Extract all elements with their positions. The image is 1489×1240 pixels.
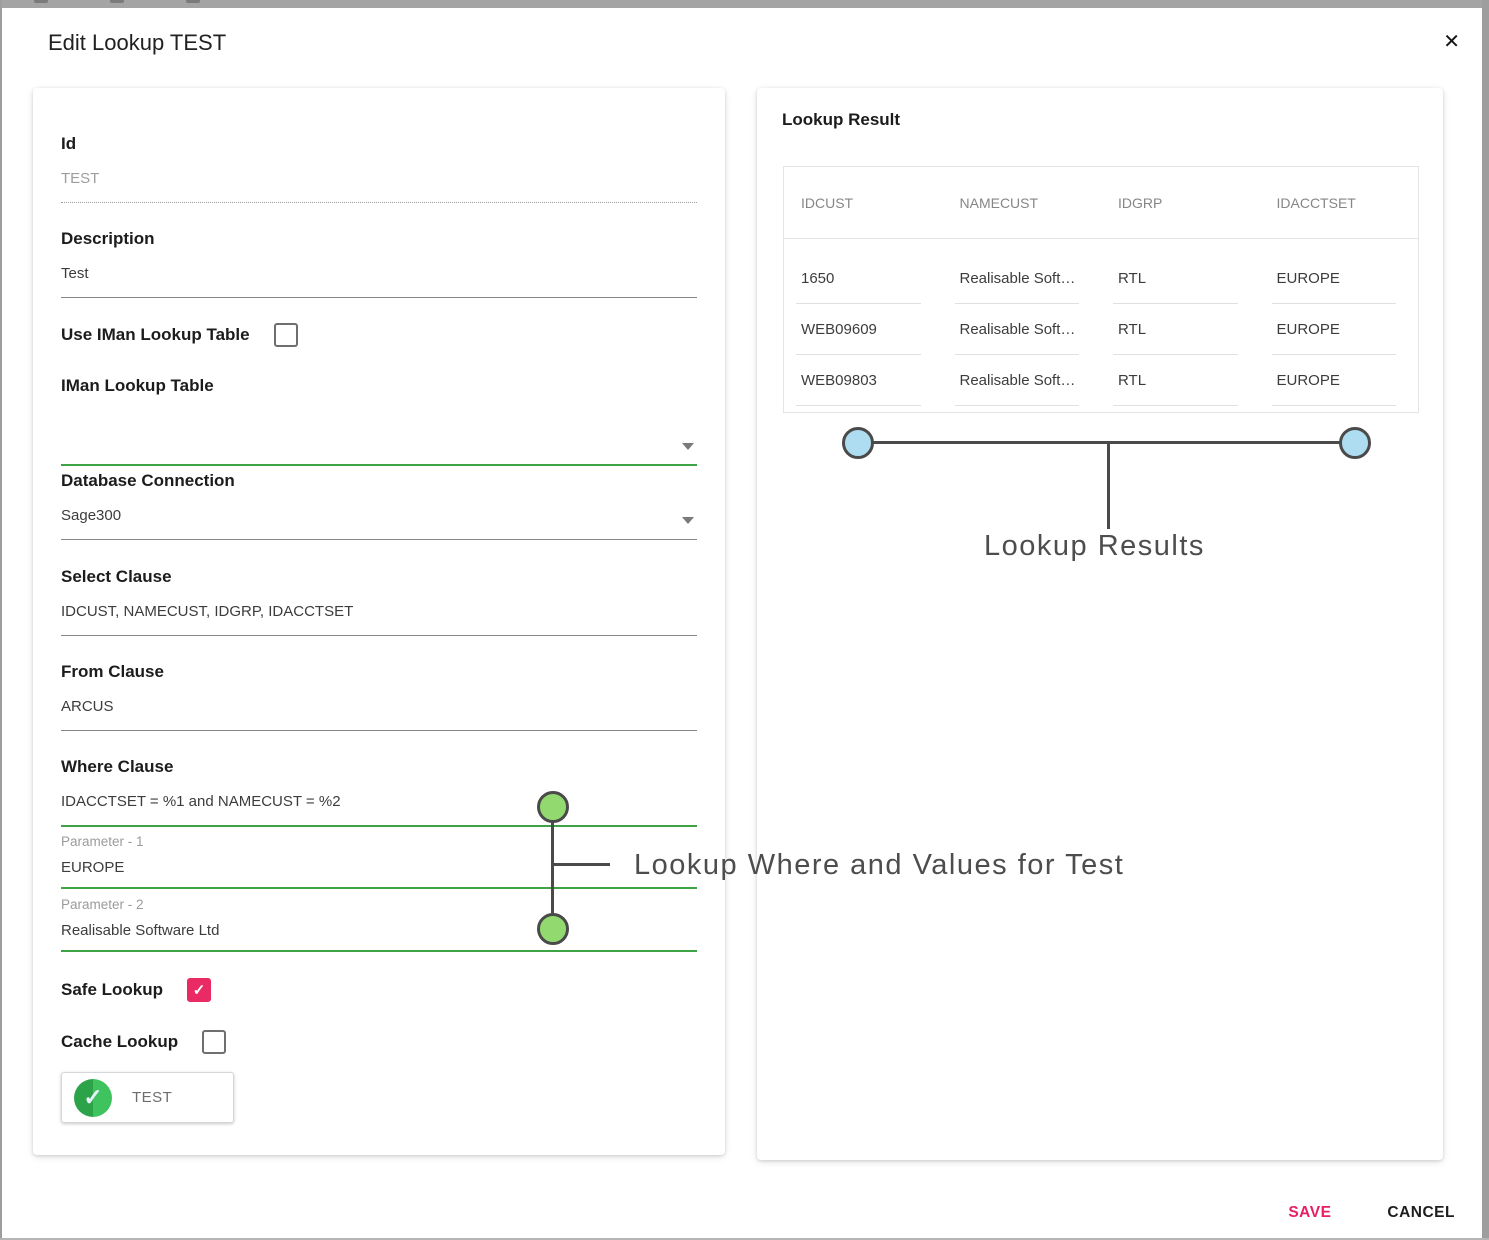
annotation-where-hline bbox=[553, 863, 610, 866]
table-row[interactable]: 1650 Realisable Soft… RTL EUROPE bbox=[784, 253, 1418, 304]
background-delete-label: Delete bbox=[207, 0, 252, 4]
cell-idcust: WEB09803 bbox=[784, 355, 943, 406]
iman-lookup-table-select[interactable] bbox=[61, 431, 697, 466]
cell-idcust: 1650 bbox=[784, 253, 943, 304]
dialog-footer: SAVE CANCEL bbox=[1282, 1203, 1461, 1223]
annotation-where-vline bbox=[551, 807, 554, 929]
cell-idgrp: RTL bbox=[1101, 304, 1260, 355]
page-edge-left bbox=[0, 0, 2, 1240]
background-delete-button: Delete bbox=[185, 0, 252, 4]
id-label: Id bbox=[61, 134, 77, 153]
test-button[interactable]: ✓ TEST bbox=[61, 1072, 234, 1123]
select-clause-label: Select Clause bbox=[61, 567, 172, 586]
field-iman-lookup-table: IMan Lookup Table bbox=[61, 375, 697, 466]
annotation-dot-blue-left bbox=[842, 427, 874, 459]
cell-idgrp: RTL bbox=[1101, 253, 1260, 304]
from-clause-label: From Clause bbox=[61, 662, 164, 681]
field-database-connection: Database Connection Sage300 bbox=[61, 470, 697, 540]
cell-idcust: WEB09609 bbox=[784, 304, 943, 355]
field-select-clause: Select Clause IDCUST, NAMECUST, IDGRP, I… bbox=[61, 566, 697, 636]
lookup-result-table: IDCUST NAMECUST IDGRP IDACCTSET 1650 Rea… bbox=[783, 166, 1419, 413]
parameter-1-label: Parameter - 1 bbox=[61, 834, 144, 849]
background-add-label: Add bbox=[55, 0, 84, 4]
from-clause-input[interactable]: ARCUS bbox=[61, 697, 697, 731]
cell-idgrp: RTL bbox=[1101, 355, 1260, 406]
cell-idacctset: EUROPE bbox=[1260, 355, 1419, 406]
column-header-idacctset: IDACCTSET bbox=[1276, 194, 1356, 211]
table-header-row: IDCUST NAMECUST IDGRP IDACCTSET bbox=[784, 167, 1418, 239]
cancel-button[interactable]: CANCEL bbox=[1381, 1203, 1461, 1223]
where-clause-input[interactable]: IDACCTSET = %1 and NAMECUST = %2 bbox=[61, 792, 697, 827]
dialog-title: Edit Lookup TEST bbox=[48, 30, 227, 55]
cell-idacctset: EUROPE bbox=[1260, 304, 1419, 355]
background-edit-button: Edit bbox=[110, 0, 160, 4]
lookup-result-card: Lookup Result IDCUST NAMECUST IDGRP IDAC… bbox=[757, 88, 1443, 1160]
use-iman-lookup-table-row: Use IMan Lookup Table bbox=[61, 323, 298, 347]
description-input[interactable]: Test bbox=[61, 264, 697, 298]
field-parameter-2: Parameter - 2 Realisable Software Ltd bbox=[61, 896, 697, 952]
cell-namecust: Realisable Soft… bbox=[943, 304, 1102, 355]
table-row[interactable]: WEB09609 Realisable Soft… RTL EUROPE bbox=[784, 304, 1418, 355]
check-icon: ✓ bbox=[192, 982, 206, 999]
annotation-results-hline bbox=[858, 441, 1355, 444]
table-row[interactable]: WEB09803 Realisable Soft… RTL EUROPE bbox=[784, 355, 1418, 406]
cache-lookup-label: Cache Lookup bbox=[61, 1032, 179, 1051]
cache-lookup-row: Cache Lookup bbox=[61, 1030, 227, 1054]
database-connection-label: Database Connection bbox=[61, 471, 235, 490]
cell-namecust: Realisable Soft… bbox=[943, 355, 1102, 406]
safe-lookup-checkbox[interactable]: ✓ bbox=[187, 978, 212, 1002]
field-where-clause: Where Clause IDACCTSET = %1 and NAMECUST… bbox=[61, 756, 697, 827]
column-header-namecust: NAMECUST bbox=[959, 194, 1039, 211]
parameter-2-input[interactable]: Realisable Software Ltd bbox=[61, 921, 697, 952]
edit-icon bbox=[110, 0, 125, 3]
test-button-label: TEST bbox=[132, 1089, 173, 1106]
select-clause-input[interactable]: IDCUST, NAMECUST, IDGRP, IDACCTSET bbox=[61, 602, 697, 636]
field-parameter-1: Parameter - 1 EUROPE bbox=[61, 833, 697, 889]
save-button[interactable]: SAVE bbox=[1282, 1203, 1337, 1223]
lookup-form-card: Id TEST Description Test Use IMan Lookup… bbox=[33, 88, 725, 1155]
cell-namecust: Realisable Soft… bbox=[943, 253, 1102, 304]
annotation-dot-blue-right bbox=[1339, 427, 1371, 459]
field-description: Description Test bbox=[61, 228, 697, 298]
close-icon[interactable]: ✕ bbox=[1443, 31, 1460, 53]
field-id: Id TEST bbox=[61, 133, 697, 203]
safe-lookup-label: Safe Lookup bbox=[61, 980, 164, 999]
cache-lookup-checkbox[interactable] bbox=[202, 1030, 227, 1054]
background-edit-label: Edit bbox=[131, 0, 159, 4]
annotation-dot-green-bottom bbox=[537, 913, 569, 945]
description-label: Description bbox=[61, 229, 155, 248]
check-icon: ✓ bbox=[83, 1084, 103, 1110]
annotation-results-vline bbox=[1107, 443, 1110, 529]
chevron-down-icon[interactable] bbox=[682, 443, 694, 450]
column-header-idgrp: IDGRP bbox=[1118, 194, 1163, 211]
parameter-1-input[interactable]: EUROPE bbox=[61, 858, 697, 889]
page-edge-bottom bbox=[0, 1238, 1489, 1240]
field-from-clause: From Clause ARCUS bbox=[61, 661, 697, 731]
annotation-dot-green-top bbox=[537, 791, 569, 823]
add-icon bbox=[34, 0, 48, 3]
id-input: TEST bbox=[61, 169, 697, 203]
background-add-button: Add bbox=[34, 0, 84, 4]
use-iman-lookup-table-checkbox[interactable] bbox=[273, 323, 298, 347]
parameter-2-label: Parameter - 2 bbox=[61, 897, 144, 912]
safe-lookup-row: Safe Lookup ✓ bbox=[61, 978, 212, 1002]
use-iman-lookup-table-label: Use IMan Lookup Table bbox=[61, 325, 250, 344]
background-toolbar: Add Edit Delete bbox=[34, 0, 252, 4]
page-edge-right bbox=[1482, 0, 1489, 1240]
where-clause-label: Where Clause bbox=[61, 757, 174, 776]
background-page-strip: Add Edit Delete bbox=[0, 0, 1489, 8]
column-header-idcust: IDCUST bbox=[801, 194, 854, 211]
annotation-where-label: Lookup Where and Values for Test bbox=[634, 849, 1125, 881]
database-connection-select[interactable]: Sage300 bbox=[61, 506, 697, 540]
cell-idacctset: EUROPE bbox=[1260, 253, 1419, 304]
table-body: 1650 Realisable Soft… RTL EUROPE WEB0960… bbox=[784, 239, 1418, 412]
check-circle-icon: ✓ bbox=[74, 1078, 112, 1117]
chevron-down-icon[interactable] bbox=[682, 517, 694, 524]
delete-icon bbox=[185, 0, 200, 3]
iman-lookup-table-label: IMan Lookup Table bbox=[61, 376, 214, 395]
lookup-result-title: Lookup Result bbox=[782, 110, 901, 129]
annotation-results-label: Lookup Results bbox=[984, 530, 1205, 562]
